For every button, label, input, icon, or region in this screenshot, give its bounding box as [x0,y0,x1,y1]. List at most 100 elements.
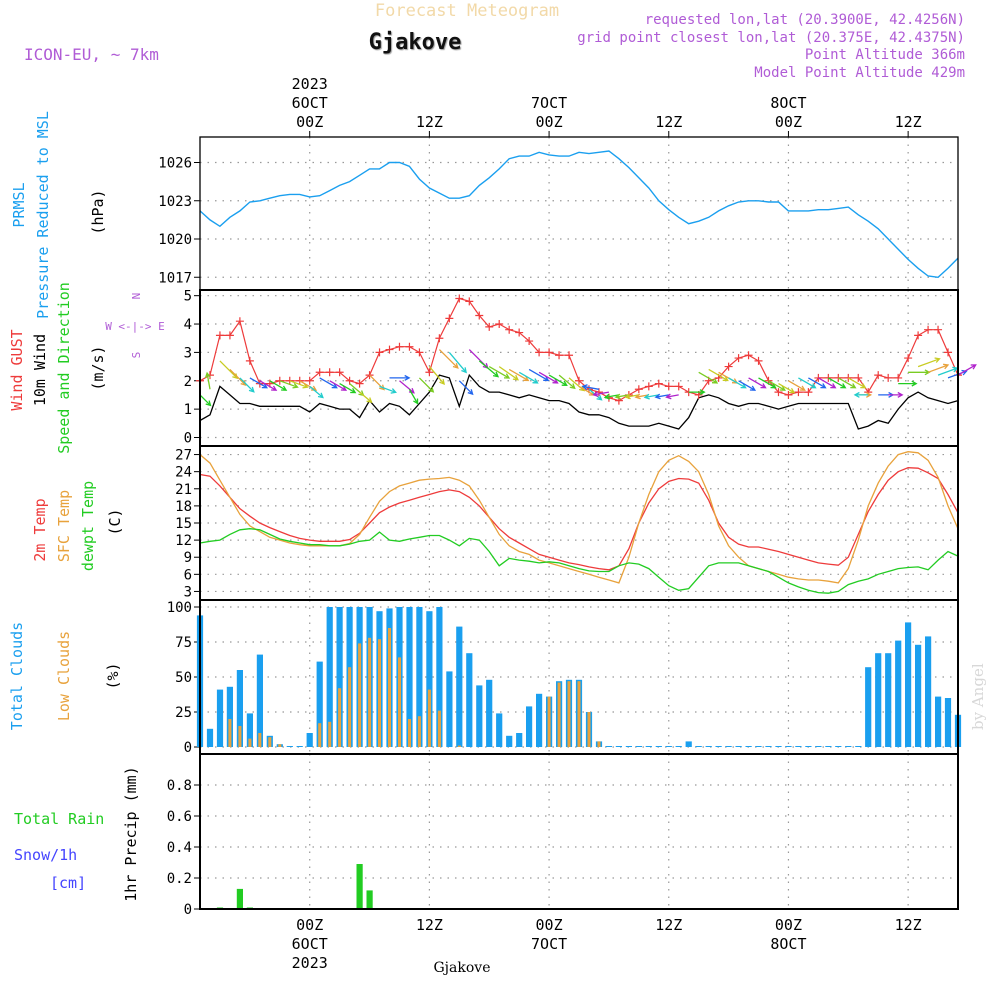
wind-direction-arrow [339,383,357,394]
low-cloud-bar [388,628,391,747]
wind-direction-arrow [853,391,869,398]
gust-marker [774,388,783,397]
total-cloud-bar [895,640,902,747]
time-label-top: 7OCT [531,94,567,112]
y-tick-label: 1017 [158,270,192,286]
total-cloud-bar [645,746,652,747]
gust-marker [674,382,683,391]
low-cloud-bar [567,681,571,747]
watermark: by Angel [969,663,987,730]
gust-marker [884,373,893,382]
gust-marker [525,337,534,346]
total-cloud-bar [705,746,712,747]
pressure-line [199,150,959,279]
total-cloud-bar [406,607,413,747]
time-label-bottom: 6OCT [292,935,328,953]
gust-marker [664,382,673,391]
total-cloud-bar [306,733,313,747]
gust-marker [385,345,394,354]
wind-direction-arrow [458,380,474,396]
gust-marker [874,371,883,380]
wind-direction-arrow [654,393,669,400]
total-cloud-bar [216,689,224,747]
wind-direction-arrow [592,391,610,398]
y-tick-label: 0 [184,430,192,446]
pressure-title-2: Pressure Reduced to MSL [34,111,52,319]
forecast-title: Forecast Meteogram [375,1,559,21]
temp-panel-labels: 2m Temp SFC Temp dewpt Temp (C) [31,481,124,571]
gust-marker [495,320,504,329]
y-tick-label: 2 [184,374,192,390]
gust-marker [634,385,643,394]
total-cloud-bar [605,746,612,747]
t2m-title: 2m Temp [31,498,49,561]
gust-marker [545,348,554,357]
precip-ylabel: 1hr Precip (mm) [122,766,140,901]
wind-direction-arrow [808,377,827,389]
wind-direction-arrow [528,368,550,382]
gust-title: Wind GUST [8,329,26,410]
gridpoint-coords: grid point closest lon,lat (20.375E, 42.… [577,30,965,46]
wind-direction-arrow [389,374,411,381]
wind-direction-arrow [548,374,568,386]
total-cloud-bar [745,746,752,747]
wind-direction-arrow [399,380,415,394]
panel-frame [199,289,959,447]
wind-direction-arrow [418,377,435,393]
y-tick-label: 0.6 [167,809,192,825]
total-cloud-bar [805,746,812,747]
total-cloud-bar [925,636,932,747]
wind-direction-arrow [259,380,278,391]
gust-marker [934,325,943,334]
total-cloud-bar [795,746,802,747]
wind-direction-arrow [508,368,530,382]
wind-direction-arrow [219,360,239,380]
cloud-ylabel: (%) [104,662,122,689]
time-label-top: 12Z [416,113,443,131]
gust-marker [654,379,663,388]
gust-marker [505,325,514,334]
wind-direction-arrow [538,371,559,384]
wind-direction-arrow [798,377,817,389]
wind-direction-arrow [408,388,419,405]
total-cloud-bar [476,685,483,747]
gust-marker [225,331,234,340]
gust-marker [754,356,763,365]
wind-direction-arrow [927,363,950,373]
gust-marker [245,356,254,365]
total-cloud-bar [935,696,942,747]
y-tick-label: 0.8 [167,778,192,794]
panel-frame [199,136,959,291]
total-cloud-bar [695,746,702,747]
location-title: Gjakove [369,30,462,55]
precip-panel-labels: Total Rain Snow/1h [cm] 1hr Precip (mm) [14,766,140,901]
total-cloud-bar [765,746,772,747]
gust-marker [535,348,544,357]
total-cloud-bar [785,746,792,747]
y-tick-label: 6 [184,567,192,583]
time-label-bottom: 8OCT [770,935,806,953]
wind-direction-arrow [438,349,459,369]
gust-marker [335,368,344,377]
gust-marker [435,334,444,343]
total-cloud-bar [246,713,253,747]
wind-direction-arrow [199,394,212,407]
wind-direction-arrow [917,357,941,368]
y-tick-label: 24 [175,465,192,481]
y-tick-label: 0.4 [167,840,192,856]
compass-s: S [130,352,143,359]
wind-direction-arrow [603,393,620,400]
point-altitude: Point Altitude 366m [805,47,965,63]
gust-marker [555,351,564,360]
wind-direction-arrow [827,377,847,389]
gust-marker [924,325,933,334]
cm-title: [cm] [50,874,86,892]
wind-direction-arrow [379,385,397,394]
wind-direction-arrow [728,377,747,389]
model-label: ICON-EU, ~ 7km [24,45,159,64]
total-cloud-bar [456,626,463,747]
compass-ew: W <-|-> E [105,320,165,333]
total-cloud-bar [875,653,882,747]
y-tick-label: 0.2 [167,871,192,887]
total-cloud-bar [915,644,922,747]
